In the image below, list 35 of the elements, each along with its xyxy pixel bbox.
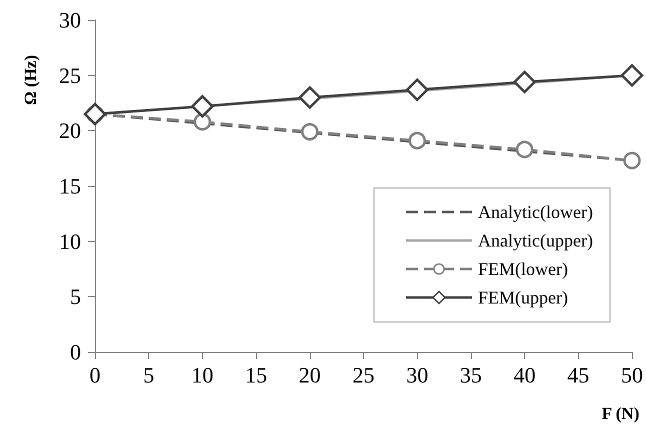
y-tick-label: 20 (59, 118, 81, 144)
point (191, 95, 214, 118)
point (513, 70, 536, 94)
x-tick-label: 25 (352, 362, 374, 388)
x-tick-label: 50 (621, 362, 643, 388)
point (301, 123, 319, 141)
y-tick-label: 30 (59, 8, 81, 32)
legend-label: FEM(lower) (478, 259, 568, 279)
point (408, 132, 426, 150)
legend-label: Analytic(upper) (478, 230, 593, 250)
legend-label: Analytic(lower) (478, 202, 593, 222)
y-tick-label: 10 (59, 228, 81, 254)
y-tick-label: 25 (59, 62, 81, 88)
point (406, 78, 428, 101)
y-tick-label: 15 (59, 174, 81, 198)
x-tick-label: 0 (90, 362, 100, 388)
x-tick-label: 20 (298, 362, 321, 388)
point (623, 152, 641, 170)
y-tick-label: 0 (70, 340, 81, 364)
point (516, 140, 534, 158)
point (620, 64, 644, 87)
x-tick-label: 10 (191, 362, 214, 388)
point (298, 86, 322, 109)
x-tick-label: 35 (460, 362, 482, 388)
y-axis-title: Ω (Hz) (21, 54, 40, 105)
point (194, 113, 212, 131)
x-tick-label: 40 (514, 362, 536, 388)
x-tick-label: 5 (143, 362, 154, 388)
x-tick-label: 15 (245, 362, 268, 388)
x-tick-label: 45 (567, 362, 590, 388)
legend-label: FEM(upper) (478, 288, 568, 308)
point (84, 102, 106, 126)
y-tick-label: 5 (70, 284, 81, 310)
x-axis-title: F (N) (602, 404, 640, 423)
x-tick-label: 30 (406, 362, 428, 388)
